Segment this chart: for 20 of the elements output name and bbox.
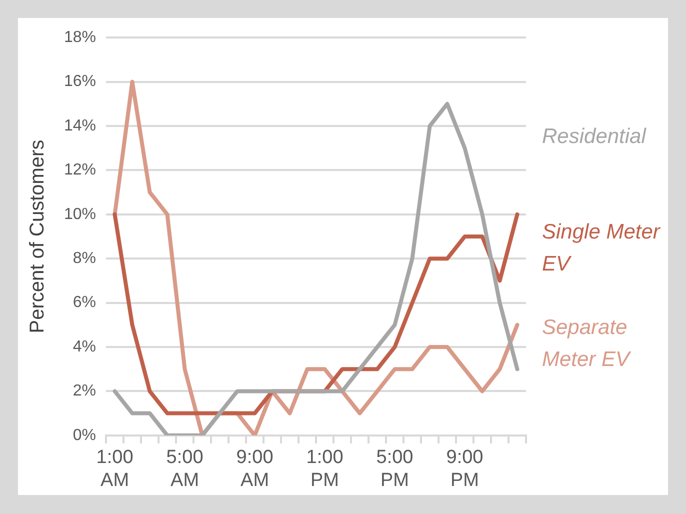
y-tick-label: 2% [72, 382, 96, 400]
x-tick-label: 5:00 PM [376, 447, 414, 491]
x-tick-label: 9:00 AM [236, 447, 274, 491]
y-tick-label: 14% [64, 117, 96, 134]
y-tick-label: 0% [72, 426, 96, 444]
y-tick-label: 6% [72, 294, 96, 312]
x-tick-label: 1:00 AM [96, 447, 134, 491]
y-tick-label: 4% [72, 338, 96, 356]
series-label: Separate Meter EV [542, 316, 632, 371]
y-tick-label: 16% [64, 73, 96, 90]
y-tick-label: 12% [64, 162, 96, 179]
x-tick-label: 1:00 PM [306, 447, 344, 491]
y-tick-label: 10% [64, 206, 96, 223]
y-tick-label: 8% [72, 250, 96, 268]
y-axis-title: Percent of Customers [26, 140, 49, 334]
y-tick-label: 18% [64, 29, 96, 46]
x-tick-label: 5:00 AM [166, 447, 204, 491]
text: Residential [542, 124, 648, 148]
series-label: Single Meter EV [542, 220, 661, 276]
x-tick-label: 9:00 PM [446, 447, 484, 491]
